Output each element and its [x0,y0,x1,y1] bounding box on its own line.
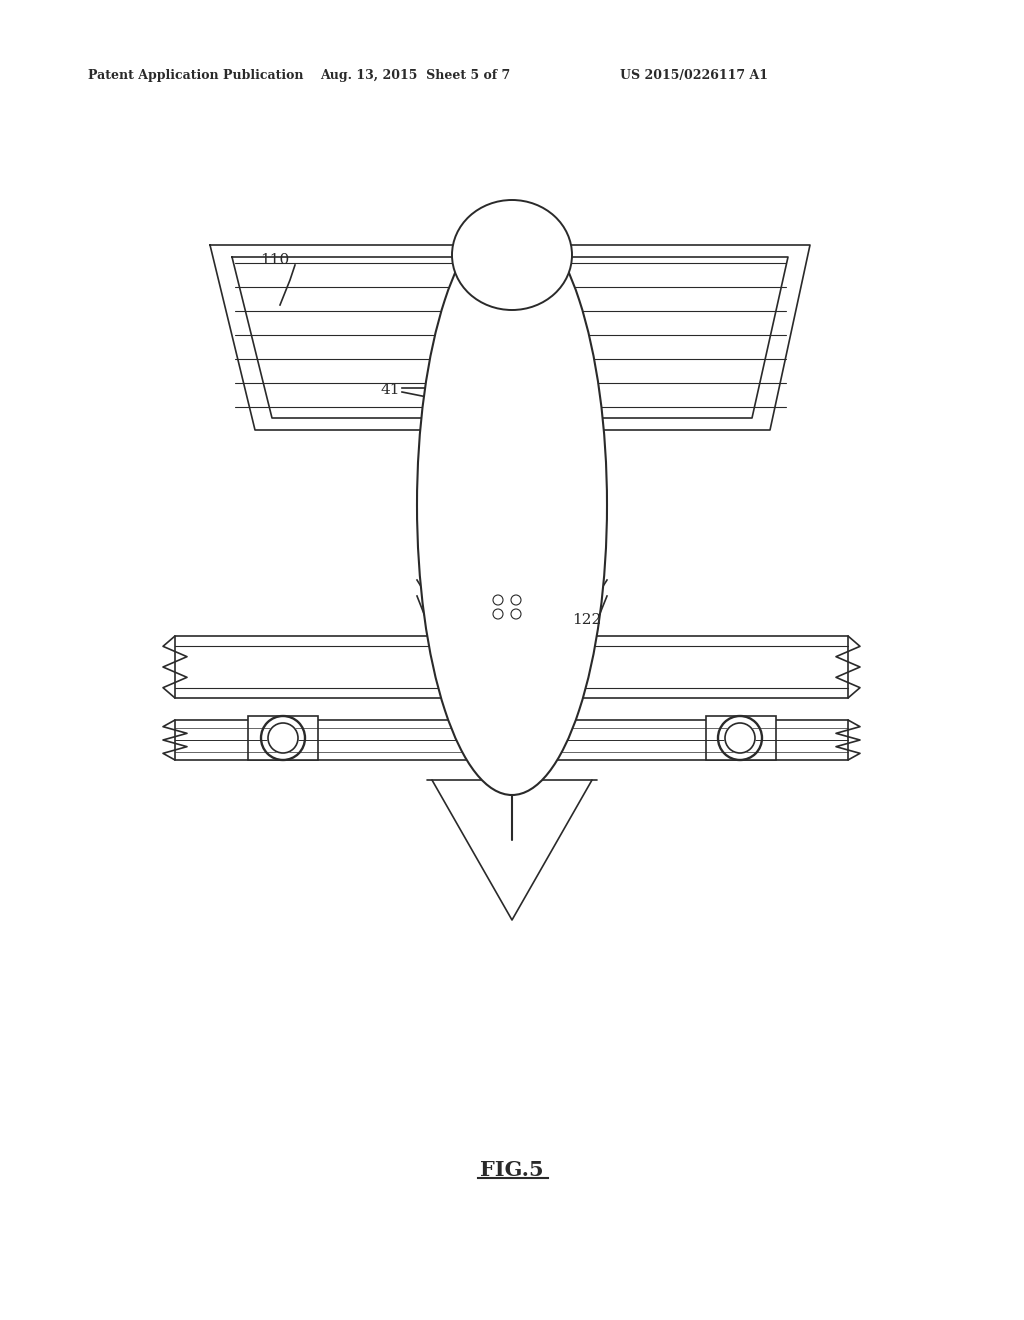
Bar [248,715,318,760]
Bar [490,711,534,768]
Bar [460,341,564,378]
Bar [175,719,848,760]
Ellipse shape [452,201,572,310]
Circle shape [268,723,298,752]
Bar [467,422,557,454]
Bar [500,762,524,777]
Bar [488,572,536,594]
Ellipse shape [417,215,607,795]
Bar [175,636,455,698]
Bar [470,345,554,374]
Bar [467,473,557,502]
Text: 110: 110 [260,253,289,267]
Text: 41: 41 [381,383,400,397]
Text: FIG.5: FIG.5 [480,1160,544,1180]
Bar [474,524,550,554]
Text: Patent Application Publication: Patent Application Publication [88,69,303,82]
Bar [520,302,536,323]
Text: Aug. 13, 2015  Sheet 5 of 7: Aug. 13, 2015 Sheet 5 of 7 [319,69,510,82]
Circle shape [725,723,755,752]
Bar [464,520,560,558]
Bar [457,418,567,458]
Text: US 2015/0226117 A1: US 2015/0226117 A1 [620,69,768,82]
Bar [464,294,560,333]
Bar [478,381,546,407]
Bar [706,715,776,760]
Bar [468,378,556,411]
Bar [480,568,544,598]
Text: 122: 122 [572,612,601,627]
Bar [457,469,567,506]
Bar [474,300,550,329]
Bar [540,302,556,323]
Bar [480,302,496,323]
Bar [500,302,516,323]
Bar [568,636,848,698]
